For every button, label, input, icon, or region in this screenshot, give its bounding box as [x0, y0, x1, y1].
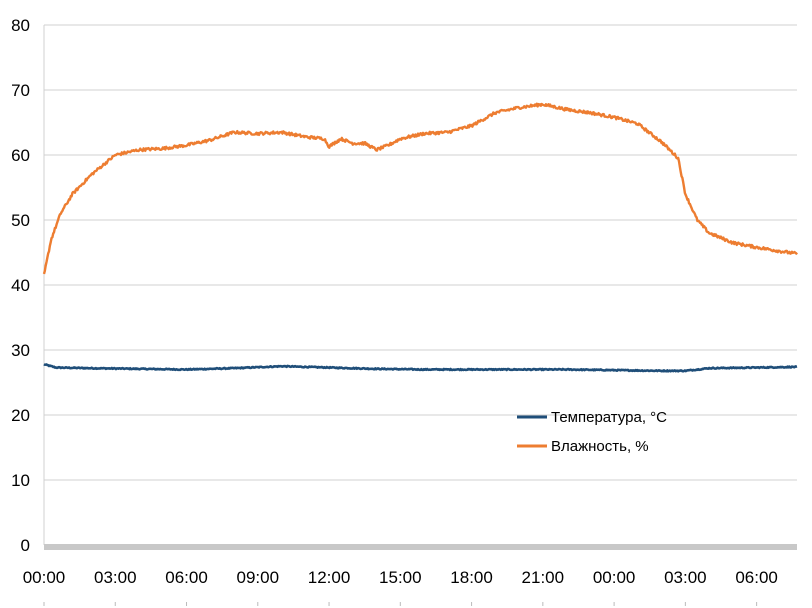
grid-lines	[43, 24, 797, 545]
y-tick-label: 60	[11, 146, 30, 165]
x-axis-ticks: 00:00 03:00 06:00 09:00 12:00 15:00 18:00 21:00…	[23, 568, 778, 606]
legend-label-0: Температура, °C	[551, 409, 667, 426]
x-tick-label: 03:00	[664, 568, 707, 587]
x-axis-bar	[44, 544, 797, 550]
x-tick-label: 00:00	[593, 568, 636, 587]
y-tick-label: 70	[11, 81, 30, 100]
x-tick-label: 00:00	[23, 568, 66, 587]
series-line-0	[43, 363, 798, 373]
y-tick-label: 10	[11, 471, 30, 490]
x-tick-label: 09:00	[237, 568, 280, 587]
x-tick-label: 18:00	[450, 568, 493, 587]
x-tick-label: 12:00	[308, 568, 351, 587]
y-axis-ticks: 0 10 20 30 40 50 60 70 80	[11, 16, 30, 555]
x-tick-label: 21:00	[522, 568, 565, 587]
series-lines	[42, 102, 798, 373]
x-tick-label: 06:00	[165, 568, 208, 587]
series-line-1	[42, 102, 798, 275]
y-tick-label: 40	[11, 276, 30, 295]
x-tick-label: 03:00	[94, 568, 137, 587]
legend-label-1: Влажность, %	[551, 438, 649, 455]
legend: Температура, °C Влажность, %	[517, 409, 667, 455]
y-tick-label: 30	[11, 341, 30, 360]
y-tick-label: 50	[11, 211, 30, 230]
x-tick-label: 15:00	[379, 568, 422, 587]
y-tick-label: 80	[11, 16, 30, 35]
x-tick-label: 06:00	[735, 568, 778, 587]
y-tick-label: 0	[21, 536, 30, 555]
y-tick-label: 20	[11, 406, 30, 425]
